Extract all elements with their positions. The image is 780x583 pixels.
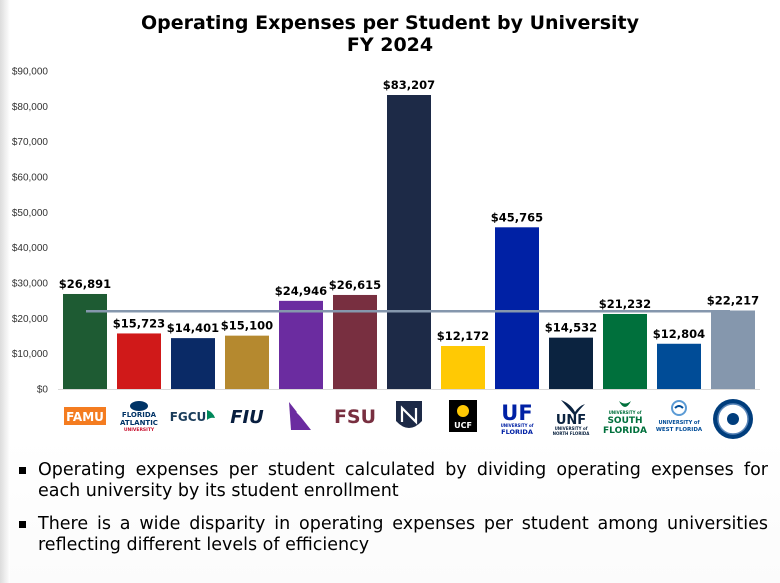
bar-usf (603, 313, 647, 389)
bullet-text: There is a wide disparity in operating e… (38, 514, 768, 555)
bar-fgcu (171, 338, 215, 389)
fgcu-logo: FGCU (170, 410, 207, 424)
bar-famu (63, 293, 107, 389)
bar-fsu (333, 294, 377, 389)
y-tick-label: $10,000 (12, 349, 49, 360)
chart-title: Operating Expenses per Student by Univer… (140, 12, 639, 34)
bullet-text: Operating expenses per student calculate… (38, 460, 768, 501)
uwf-logo-line1: UNIVERSITY of (658, 420, 700, 426)
fsu-logo: FSU (334, 406, 376, 428)
usf-logo-line1: UNIVERSITY of (609, 410, 642, 415)
bar-fau (117, 333, 161, 389)
unf-logo-line3: NORTH FLORIDA (553, 431, 591, 436)
uf-logo-line3: FLORIDA (501, 428, 533, 436)
data-label: $21,232 (599, 297, 651, 311)
y-tick-label: $40,000 (12, 243, 49, 254)
ucf-logo: UCF (454, 421, 472, 430)
usf-logo-line2: SOUTH (607, 416, 642, 426)
bullet-square-icon (19, 521, 26, 528)
fiu-logo: FIU (230, 407, 264, 428)
y-tick-label: $70,000 (12, 137, 49, 148)
left-edge-shade (0, 0, 10, 583)
fau-logo-line3: UNIVERSITY (124, 427, 155, 433)
bullet-item: Operating expenses per student calculate… (18, 460, 768, 502)
data-label: $83,207 (383, 78, 435, 92)
y-tick-label: $0 (37, 385, 49, 396)
bullet-square-icon (19, 467, 26, 474)
chart-subtitle: FY 2024 (346, 34, 434, 56)
uwf-logo-line2: WEST FLORIDA (656, 427, 703, 433)
y-tick-label: $60,000 (12, 173, 49, 184)
data-label: $14,401 (167, 321, 219, 335)
usf-logo-line3: FLORIDA (603, 426, 647, 436)
y-tick-label: $30,000 (12, 279, 49, 290)
bar-fpu (711, 310, 755, 389)
bar-uf (495, 227, 539, 389)
data-label: $26,615 (329, 278, 381, 292)
bullet-list: Operating expenses per student calculate… (18, 460, 768, 568)
bar-new (387, 95, 431, 390)
uf-logo: UF (501, 401, 532, 425)
bar-ucf (441, 345, 485, 389)
unf-logo: UNF (556, 413, 586, 428)
unf-logo-line2: UNIVERSITY of (555, 426, 588, 431)
data-label: $45,765 (491, 210, 543, 224)
owl-icon (130, 401, 148, 411)
y-tick-label: $20,000 (12, 314, 49, 325)
data-label: $14,532 (545, 321, 597, 335)
uf-logo-line2: UNIVERSITY of (501, 423, 534, 428)
data-label: $15,723 (113, 316, 165, 330)
y-tick-label: $90,000 (12, 67, 49, 78)
sail-stripe (296, 411, 314, 429)
seal-center (727, 413, 739, 425)
y-tick-label: $50,000 (12, 208, 49, 219)
bar-fiu (225, 335, 269, 389)
bar-chart: $0 $10,000 $20,000 $30,000 $40,000 $50,000 $60… (12, 67, 760, 439)
bar-ncf (279, 300, 323, 389)
shield-mark (400, 405, 418, 425)
bar-uwf (657, 343, 701, 389)
data-label: $24,946 (275, 284, 327, 298)
y-tick-label: $80,000 (12, 102, 49, 113)
data-label: $12,804 (653, 327, 705, 341)
data-label: $26,891 (59, 277, 111, 291)
bull-icon (619, 401, 631, 407)
osprey-icon (561, 400, 585, 416)
bar-unf (549, 337, 593, 389)
data-label: $12,172 (437, 329, 489, 343)
eagle-icon (207, 410, 215, 420)
fau-logo-line2: ATLANTIC (120, 419, 158, 427)
famu-logo: FAMU (66, 410, 104, 424)
data-label: $15,100 (221, 319, 273, 333)
wave-curl (674, 405, 684, 409)
wave-icon (671, 400, 687, 416)
famu-logo-bg (64, 407, 106, 425)
data-label: $22,217 (707, 293, 759, 307)
bullet-item: There is a wide disparity in operating e… (18, 514, 768, 556)
pegasus-icon (457, 405, 469, 417)
fau-logo-line1: FLORIDA (122, 411, 157, 419)
